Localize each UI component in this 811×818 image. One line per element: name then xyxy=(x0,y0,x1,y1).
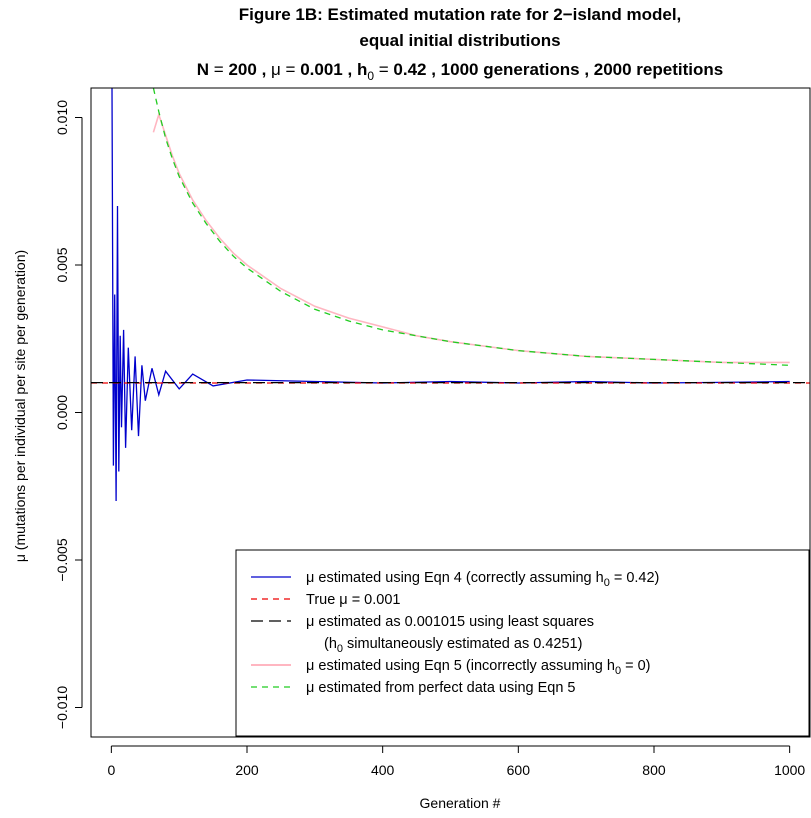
chart-title-line2: equal initial distributions xyxy=(359,31,560,50)
legend-box xyxy=(235,549,810,737)
x-tick-label: 1000 xyxy=(774,762,805,778)
x-axis-label: Generation # xyxy=(420,795,501,811)
y-axis: −0.010 −0.005 0.000 0.005 0.010 xyxy=(54,100,83,729)
x-axis: 0 200 400 600 800 1000 xyxy=(107,745,805,778)
legend-entry-label: True μ = 0.001 xyxy=(306,592,400,608)
chart-title-line3: N = 200 , μ = 0.001 , h0 = 0.42 , 1000 g… xyxy=(197,60,723,83)
series-layer xyxy=(91,88,810,502)
x-tick-label: 400 xyxy=(371,762,395,778)
series-line-4 xyxy=(152,88,790,366)
title-mu-symbol: μ xyxy=(271,60,281,79)
y-tick-label: −0.005 xyxy=(54,538,70,581)
y-tick-label: 0.000 xyxy=(54,395,70,430)
title-n-label: N xyxy=(197,60,209,79)
legend-entry-label: μ estimated using Eqn 5 (incorrectly ass… xyxy=(306,658,651,677)
x-tick-label: 800 xyxy=(642,762,666,778)
x-tick-label: 200 xyxy=(235,762,259,778)
series-line-3 xyxy=(152,111,790,364)
y-axis-label: μ (mutations per individual per site per… xyxy=(12,250,28,562)
chart-title-line1: Figure 1B: Estimated mutation rate for 2… xyxy=(239,5,682,24)
title-mu-value: 0.001 xyxy=(300,60,343,79)
y-tick-label: 0.005 xyxy=(54,247,70,282)
legend-entry-label: μ estimated as 0.001015 using least squa… xyxy=(306,614,594,630)
x-tick-label: 0 xyxy=(107,762,115,778)
legend-entry-label: μ estimated using Eqn 4 (correctly assum… xyxy=(306,570,659,589)
y-tick-label: 0.010 xyxy=(54,100,70,135)
series-line-0 xyxy=(111,88,790,502)
legend-entry-label: (h0 simultaneously estimated as 0.4251) xyxy=(324,636,582,655)
legend-entry-label: μ estimated from perfect data using Eqn … xyxy=(306,680,576,696)
x-tick-label: 600 xyxy=(507,762,531,778)
title-h-sub: 0 xyxy=(367,69,374,83)
title-n-value: 200 xyxy=(228,60,256,79)
y-tick-label: −0.010 xyxy=(54,686,70,729)
title-h-label: h xyxy=(357,60,367,79)
title-generations: 1000 generations xyxy=(441,60,580,79)
title-repetitions: 2000 repetitions xyxy=(594,60,723,79)
title-h-value: 0.42 xyxy=(393,60,426,79)
plot-frame xyxy=(90,87,811,738)
legend: μ estimated using Eqn 4 (correctly assum… xyxy=(235,549,810,737)
